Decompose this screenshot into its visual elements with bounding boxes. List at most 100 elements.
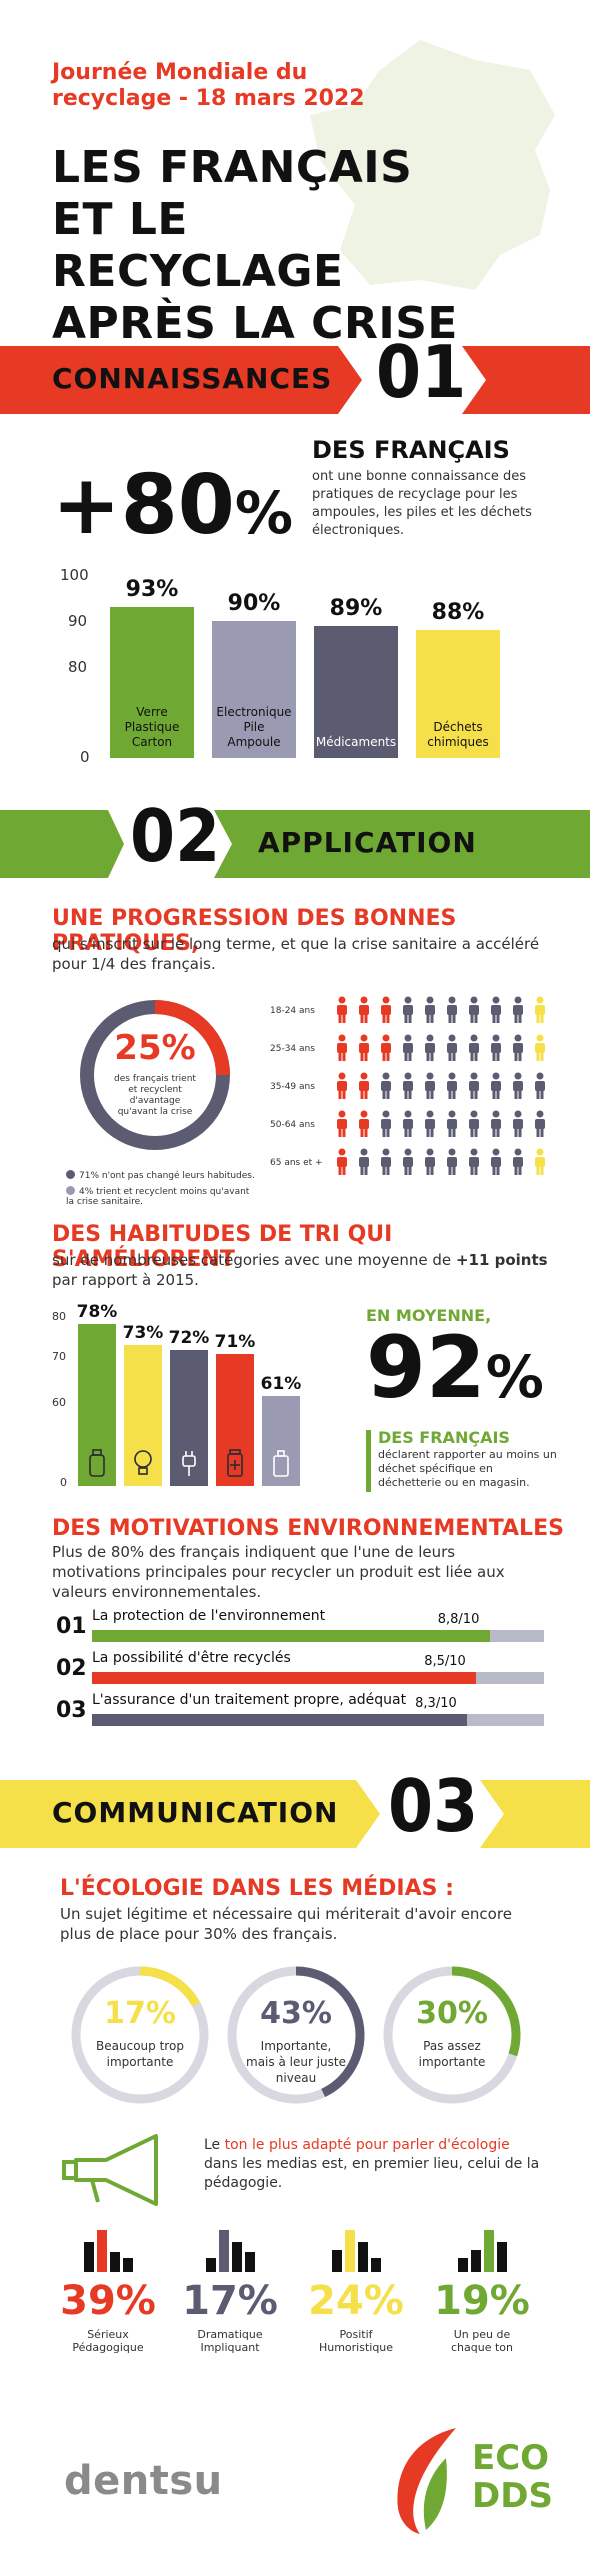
person-icon bbox=[491, 996, 501, 1023]
motivation-fill bbox=[92, 1672, 477, 1684]
progress-donut bbox=[80, 1000, 230, 1150]
tone-caption: Un peu de chaque ton bbox=[451, 2328, 513, 2354]
can-icon bbox=[273, 1450, 289, 1477]
person-icon bbox=[337, 1148, 347, 1175]
dds-text: DDS bbox=[472, 2476, 553, 2516]
person-icon bbox=[403, 1148, 413, 1175]
bar-value-3: 89% bbox=[329, 595, 383, 621]
person-icon bbox=[513, 1110, 523, 1137]
habit-bar-3 bbox=[170, 1349, 208, 1486]
motivation-label: La protection de l'environnement bbox=[92, 1608, 326, 1624]
habit-bar-value-5: 61% bbox=[260, 1373, 302, 1394]
person-icon bbox=[469, 1072, 479, 1099]
habit-bar-value-2: 73% bbox=[122, 1323, 164, 1344]
stat-description: ont une bonne connaissance des pratiques… bbox=[312, 469, 532, 538]
media-ring bbox=[383, 1966, 521, 2104]
habits-text: sur de nombreuses catégories avec une mo… bbox=[52, 1251, 548, 1289]
bar-1 bbox=[110, 606, 194, 758]
person-icon bbox=[491, 1034, 501, 1061]
tone-bar-icon bbox=[471, 2250, 481, 2272]
circle-caption: Pas assez importante bbox=[418, 2039, 486, 2069]
tone-bar-icon bbox=[332, 2250, 342, 2272]
average-label: EN MOYENNE, bbox=[366, 1306, 492, 1325]
person-icon bbox=[447, 1148, 457, 1175]
motivation-score: 8,8/10 bbox=[437, 1612, 480, 1627]
section3-number: 03 bbox=[388, 1764, 479, 1848]
person-icon bbox=[469, 1110, 479, 1137]
person-icon bbox=[469, 996, 479, 1023]
motivations-title: DES MOTIVATIONS ENVIRONNEMENTALES bbox=[52, 1516, 564, 1541]
person-icon bbox=[425, 1110, 435, 1137]
y-tick-0: 0 bbox=[60, 1476, 67, 1489]
person-icon bbox=[359, 1110, 369, 1137]
media-circles: 17% Beaucoup trop importante 43% Importante… bbox=[0, 1960, 590, 2120]
media-title: L'ÉCOLOGIE DANS LES MÉDIAS : bbox=[60, 1876, 454, 1901]
bar-label-1: Verre Plastique Carton bbox=[124, 705, 180, 749]
section2-label: APPLICATION bbox=[258, 826, 477, 859]
person-icon bbox=[381, 1148, 391, 1175]
y-tick-100: 100 bbox=[60, 566, 89, 584]
person-icon bbox=[469, 1148, 479, 1175]
person-icon bbox=[491, 1148, 501, 1175]
tone-bar-icon bbox=[97, 2230, 107, 2272]
person-icon bbox=[403, 1034, 413, 1061]
age-pictogram: 18-24 ans 25-34 ans 35-49 ans 50-64 ans 65 a… bbox=[270, 996, 590, 1196]
person-icon bbox=[469, 1034, 479, 1061]
tone-bar-icon bbox=[345, 2230, 355, 2272]
main-title: LES FRANÇAIS ET LE RECYCLAGE APRÈS LA CR… bbox=[52, 142, 458, 349]
person-icon bbox=[337, 1034, 347, 1061]
bar-label-4: Déchets chimiques bbox=[427, 720, 489, 749]
y-tick-80: 80 bbox=[68, 658, 88, 676]
circle-percentage: 30% bbox=[416, 1996, 488, 2031]
legend-dot bbox=[66, 1186, 75, 1195]
person-icon bbox=[447, 1110, 457, 1137]
knowledge-bar-chart: 100 90 80 0 93% Verre Plastique Carton 90% El… bbox=[0, 560, 590, 780]
habit-bar-value-4: 71% bbox=[214, 1331, 256, 1352]
person-icon bbox=[513, 1072, 523, 1099]
bar-label-2: Electronique Pile Ampoule bbox=[216, 705, 292, 749]
y-tick-90: 90 bbox=[68, 612, 88, 630]
bar-3 bbox=[314, 625, 398, 758]
france-map-shape bbox=[310, 40, 555, 290]
habit-bar-value-1: 78% bbox=[76, 1302, 118, 1323]
plug-icon bbox=[182, 1451, 196, 1476]
person-icon bbox=[425, 1072, 435, 1099]
section3-label: COMMUNICATION bbox=[52, 1796, 339, 1829]
bulb-icon bbox=[134, 1450, 152, 1475]
motivation-number: 01 bbox=[56, 1614, 87, 1639]
legend-less: 4% trient et recyclent moins qu'avant la… bbox=[66, 1186, 250, 1207]
person-icon bbox=[381, 996, 391, 1023]
y-tick-80: 80 bbox=[52, 1310, 66, 1323]
habits-title: DES HABITUDES DE TRI QUI S'AMÉLIORENT bbox=[52, 1222, 393, 1272]
habits-bar-chart: 80 70 60 0 78% 73% 72% 71% 61% bbox=[0, 1300, 360, 1500]
megaphone-icon bbox=[62, 2134, 158, 2206]
tone-percentage: 17% bbox=[182, 2278, 278, 2324]
donut-percentage: 25% bbox=[114, 1028, 196, 1068]
progress-title: UNE PROGRESSION DES BONNES PRATIQUES, bbox=[52, 906, 457, 956]
habit-bar-value-3: 72% bbox=[168, 1327, 210, 1348]
section3-banner bbox=[0, 1780, 590, 1848]
person-icon bbox=[403, 1072, 413, 1099]
tone-bar-icon bbox=[358, 2242, 368, 2272]
person-icon bbox=[359, 1034, 369, 1061]
person-icon bbox=[535, 1072, 545, 1099]
circle-caption: Importante, mais à leur juste niveau bbox=[246, 2039, 346, 2085]
person-icon bbox=[513, 996, 523, 1023]
bar-value-1: 93% bbox=[125, 576, 179, 602]
motivation-score: 8,5/10 bbox=[424, 1654, 466, 1669]
circle-caption: Beaucoup trop importante bbox=[96, 2039, 184, 2069]
tone-bar-icon bbox=[84, 2242, 94, 2272]
tone-bar-icon bbox=[497, 2242, 507, 2272]
person-icon bbox=[381, 1072, 391, 1099]
media-text: Un sujet légitime et nécessaire qui méri… bbox=[60, 1905, 512, 1943]
big-stat-92: 92% bbox=[366, 1318, 544, 1418]
tone-bar-icon bbox=[110, 2252, 120, 2272]
section1-label: CONNAISSANCES bbox=[52, 362, 333, 395]
y-tick-60: 60 bbox=[52, 1396, 66, 1409]
legend-dot bbox=[66, 1170, 75, 1179]
person-icon bbox=[513, 1034, 523, 1061]
person-icon bbox=[337, 1072, 347, 1099]
motivation-number: 02 bbox=[56, 1656, 87, 1681]
tone-text: Le ton le plus adapté pour parler d'écol… bbox=[204, 2137, 540, 2191]
legend-unchanged: 71% n'ont pas changé leurs habitudes. bbox=[66, 1170, 286, 1181]
